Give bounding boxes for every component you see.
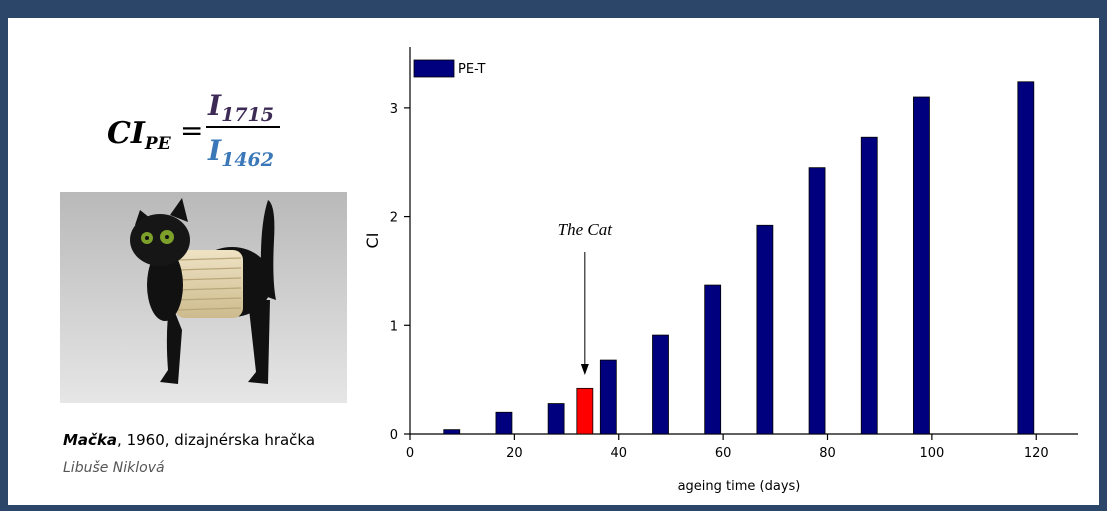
num-sub: 1715 <box>221 104 274 126</box>
lhs: CI <box>107 116 146 151</box>
y-tick-label: 3 <box>390 102 398 117</box>
bar <box>443 429 461 435</box>
equals: = <box>180 114 203 147</box>
bar <box>808 167 826 435</box>
bar <box>1017 81 1035 435</box>
arrow-head <box>580 364 589 375</box>
y-tick-label: 2 <box>390 211 398 226</box>
caption-rest: , 1960, dizajnérska hračka <box>117 431 315 449</box>
bar <box>652 334 669 435</box>
caption-title: Mačka <box>63 431 117 449</box>
bar <box>576 387 594 435</box>
x-tick-label: 80 <box>819 446 836 461</box>
num: I <box>207 89 222 122</box>
denominator: I1462 <box>207 134 274 171</box>
annotation: The Cat <box>558 220 614 239</box>
y-tick-label: 1 <box>390 319 398 334</box>
x-tick-label: 100 <box>919 446 944 461</box>
bar <box>756 224 774 435</box>
x-tick-label: 120 <box>1024 446 1049 461</box>
x-tick-label: 40 <box>610 446 627 461</box>
bar <box>704 284 722 435</box>
bar <box>913 96 930 435</box>
x-tick-label: 0 <box>406 446 414 461</box>
den-sub: 1462 <box>221 149 274 171</box>
x-tick-label: 20 <box>506 446 523 461</box>
bar <box>599 359 617 435</box>
numerator: I1715 <box>207 89 274 126</box>
bar <box>860 136 878 435</box>
chart: 0 1 2 3 0 20 40 60 80 100 120 ageing time (days) CI P… <box>363 47 1078 494</box>
y-tick-label: 0 <box>390 428 398 443</box>
bar <box>547 403 565 435</box>
formula-lhs: CIPE <box>107 116 172 154</box>
legend-label: PE-T <box>458 62 486 77</box>
lhs-sub: PE <box>144 134 172 154</box>
bar <box>495 411 513 435</box>
caption-author: Libuše Niklová <box>63 460 165 476</box>
caption-line: Mačka, 1960, dizajnérska hračka <box>63 431 315 449</box>
legend-swatch <box>413 59 455 78</box>
den: I <box>207 134 222 167</box>
y-axis-label: CI <box>363 233 382 249</box>
x-axis-label: ageing time (days) <box>678 479 801 494</box>
x-tick-label: 60 <box>715 446 732 461</box>
cat-photo <box>60 192 347 403</box>
